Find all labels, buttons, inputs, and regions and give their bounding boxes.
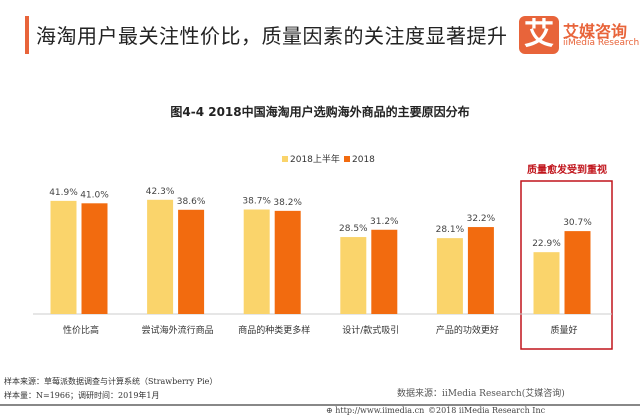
bar: [147, 199, 174, 314]
data-label: 38.2%: [273, 198, 302, 208]
highlight-label: 质量愈发受到重视: [527, 163, 607, 176]
category-label: 商品的种类更多样: [238, 324, 310, 336]
data-label: 31.2%: [370, 217, 399, 227]
category-label: 性价比高: [63, 324, 99, 336]
legend-swatch: [344, 156, 350, 162]
bar: [371, 229, 398, 314]
sample-source: 样本来源：草莓派数据调查与计算系统（Strawberry Pie）: [4, 377, 218, 386]
data-label: 38.6%: [177, 197, 206, 207]
data-label: 32.2%: [467, 214, 496, 224]
logo-text-cn: 艾媒咨询: [563, 22, 628, 41]
footer-divider: [0, 404, 640, 406]
bar: [533, 252, 560, 314]
data-label: 22.9%: [532, 239, 561, 249]
logo-text-en: iiMedia Research: [563, 38, 640, 48]
logo-mark: 艾: [519, 16, 559, 54]
page-title: 海淘用户最关注性价比，质量因素的关注度显著提升: [36, 24, 508, 48]
data-label: 41.0%: [80, 190, 109, 200]
data-label: 41.9%: [49, 188, 78, 198]
data-label: 28.1%: [436, 225, 465, 235]
bar: [50, 200, 77, 314]
legend-label: 2018上半年: [290, 153, 340, 165]
bar: [340, 237, 367, 314]
data-label: 42.3%: [146, 187, 175, 197]
bar: [178, 209, 205, 314]
copyright: ©2018 iiMedia Research Inc: [428, 406, 546, 415]
category-label: 质量好: [550, 324, 577, 336]
globe-icon: ⊕: [326, 406, 333, 415]
data-label: 38.7%: [242, 197, 271, 207]
bar: [436, 238, 463, 314]
highlight-box: [520, 180, 613, 350]
data-label: 28.5%: [339, 224, 368, 234]
legend-swatch: [282, 156, 288, 162]
data-label: 30.7%: [563, 218, 592, 228]
bar: [467, 227, 494, 314]
category-label: 尝试海外流行商品: [142, 324, 214, 336]
bar: [564, 231, 591, 314]
data-source: 数据来源：iiMedia Research(艾媒咨询): [397, 389, 565, 399]
website-link[interactable]: ⊕ http://www.iimedia.cn: [326, 406, 424, 415]
chart-title: 图4-4 2018中国海淘用户选购海外商品的主要原因分布: [170, 105, 470, 119]
category-label: 产品的功效更好: [436, 324, 499, 336]
website-url: http://www.iimedia.cn: [335, 406, 425, 415]
category-label: 设计/款式吸引: [342, 324, 399, 336]
legend-label: 2018: [352, 155, 375, 165]
sample-size: 样本量：N=1966；调研时间：2019年1月: [4, 391, 160, 400]
bar: [243, 209, 270, 314]
bar: [81, 203, 108, 314]
title-accent-bar: [25, 16, 29, 54]
bar: [274, 210, 301, 314]
